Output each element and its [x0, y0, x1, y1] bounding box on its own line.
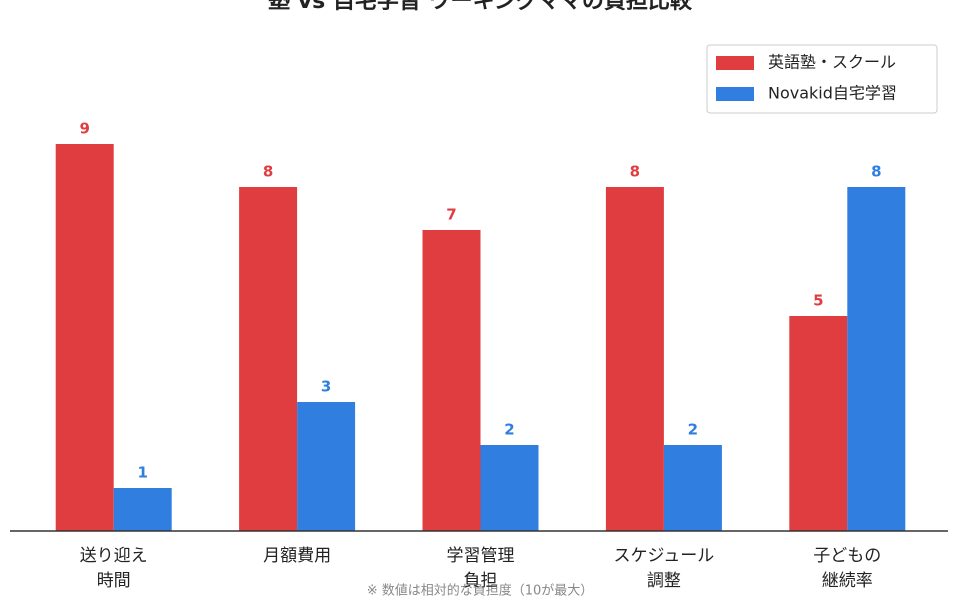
bar [113, 488, 172, 531]
value-label: 8 [871, 163, 881, 181]
value-label: 2 [688, 421, 698, 439]
bar [297, 402, 356, 531]
legend-swatch [716, 87, 754, 101]
bar [847, 187, 906, 531]
x-tick-label: 学習管理 [447, 546, 515, 566]
x-tick-label: 時間 [97, 571, 131, 591]
bar [422, 230, 481, 531]
x-tick-label: 調整 [647, 571, 681, 591]
value-label: 1 [137, 464, 147, 482]
bar [55, 144, 114, 531]
x-tick-label: 送り迎え [80, 546, 148, 566]
bar [239, 187, 298, 531]
value-label: 8 [630, 163, 640, 181]
bar [789, 316, 848, 531]
legend-swatch [716, 56, 754, 70]
x-tick-label: スケジュール [613, 546, 714, 566]
value-label: 7 [446, 206, 456, 224]
legend-label: 英語塾・スクール [768, 53, 896, 72]
footnote: ※ 数値は相対的な負担度（10が最大） [367, 583, 594, 599]
legend-label: Novakid自宅学習 [768, 84, 897, 103]
bar [480, 445, 539, 531]
value-label: 5 [813, 292, 823, 310]
x-tick-label: 継続率 [822, 571, 873, 591]
bar [663, 445, 722, 531]
legend: 英語塾・スクール Novakid自宅学習 [706, 44, 938, 114]
value-label: 9 [79, 120, 89, 138]
value-label: 8 [263, 163, 273, 181]
value-label: 3 [321, 378, 331, 396]
value-label: 2 [504, 421, 514, 439]
legend-box [706, 44, 938, 114]
x-tick-label: 子どもの [813, 546, 881, 566]
chart-title: 塾 vs 自宅学習 ワーキングママの負担比較 [268, 0, 693, 14]
x-tick-label: 負担 [464, 571, 498, 591]
x-tick-label: 月額費用 [263, 546, 331, 566]
bar [605, 187, 664, 531]
